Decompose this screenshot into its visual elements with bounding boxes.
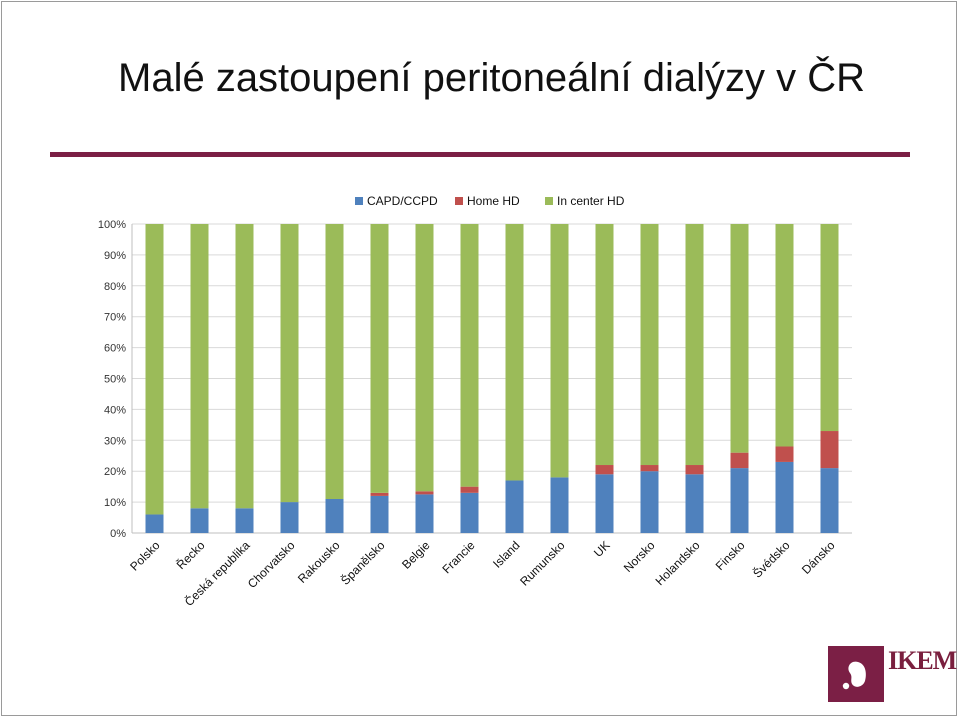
bar-capd-ccpd xyxy=(685,474,704,533)
y-tick-label: 30% xyxy=(104,435,126,447)
x-tick-label: Rumunsko xyxy=(517,538,568,589)
bar-home-hd xyxy=(775,446,794,462)
bar-capd-ccpd xyxy=(415,494,434,533)
x-tick-label: Španělsko xyxy=(337,537,387,587)
logo-text-line1: IKEM xyxy=(888,646,957,675)
bar-in-center-hd xyxy=(505,224,524,481)
y-tick-label: 90% xyxy=(104,250,126,262)
bar-capd-ccpd xyxy=(325,499,344,533)
bar-in-center-hd xyxy=(235,224,254,509)
y-tick-label: 60% xyxy=(104,343,126,355)
y-tick-label: 20% xyxy=(104,466,126,478)
y-tick-label: 70% xyxy=(104,312,126,324)
bar-in-center-hd xyxy=(325,224,344,500)
y-tick-label: 10% xyxy=(104,497,126,509)
y-tick-label: 50% xyxy=(104,374,126,386)
bar-in-center-hd xyxy=(190,224,209,509)
x-tick-label: Švédsko xyxy=(749,537,792,580)
bar-in-center-hd xyxy=(460,224,479,487)
bar-capd-ccpd xyxy=(640,471,659,533)
bar-capd-ccpd xyxy=(820,468,839,533)
legend-label: CAPD/CCPD xyxy=(367,194,438,208)
y-tick-label: 100% xyxy=(98,219,126,231)
bar-capd-ccpd xyxy=(595,474,614,533)
x-tick-label: UK xyxy=(591,538,613,560)
x-tick-label: Holandsko xyxy=(653,538,703,588)
ikem-logo: IKEM xyxy=(828,646,957,702)
title-divider xyxy=(50,152,910,157)
bar-in-center-hd xyxy=(775,224,794,447)
bar-capd-ccpd xyxy=(370,495,389,533)
y-tick-label: 40% xyxy=(104,404,126,416)
bar-home-hd xyxy=(685,465,704,475)
bar-in-center-hd xyxy=(595,224,614,466)
bar-in-center-hd xyxy=(685,224,704,466)
bar-in-center-hd xyxy=(280,224,299,503)
bar-in-center-hd xyxy=(370,224,389,493)
x-tick-label: Norsko xyxy=(621,538,658,575)
bar-home-hd xyxy=(730,452,749,469)
bar-in-center-hd xyxy=(415,224,434,492)
bar-capd-ccpd xyxy=(775,461,794,533)
bar-capd-ccpd xyxy=(550,477,569,533)
stacked-bar-chart: 0% 10% 20% 30% 40% 50% 60% 70% 80% 90% 100% Polsko Ř… xyxy=(98,194,852,609)
x-tick-label: Polsko xyxy=(127,538,163,574)
logo-text: IKEM xyxy=(888,646,957,675)
legend-label: In center HD xyxy=(557,194,625,208)
legend-swatch xyxy=(545,197,553,205)
kidney-logo-icon xyxy=(828,646,884,702)
y-tick-label: 80% xyxy=(104,281,126,293)
x-tick-label: Island xyxy=(490,538,523,571)
slide-title: Malé zastoupení peritoneální dialýzy v Č… xyxy=(118,56,866,100)
legend-swatch xyxy=(355,197,363,205)
bar-home-hd xyxy=(820,431,839,469)
bar-capd-ccpd xyxy=(460,492,479,533)
bar-home-hd xyxy=(595,465,614,475)
x-tick-label: Belgie xyxy=(399,538,433,572)
y-tick-label: 0% xyxy=(110,528,126,540)
bar-in-center-hd xyxy=(640,224,659,466)
bar-home-hd xyxy=(640,465,659,472)
x-tick-label: Francie xyxy=(439,538,477,576)
x-tick-label: Chorvatsko xyxy=(245,538,298,591)
x-tick-label: Řecko xyxy=(173,537,208,572)
bar-home-hd xyxy=(460,486,479,493)
legend-label: Home HD xyxy=(467,194,520,208)
bar-in-center-hd xyxy=(550,224,569,478)
x-tick-label: Finsko xyxy=(713,538,748,573)
bar-capd-ccpd xyxy=(145,514,164,533)
bar-capd-ccpd xyxy=(190,508,209,533)
bar-capd-ccpd xyxy=(730,468,749,533)
bar-in-center-hd xyxy=(730,224,749,453)
bar-in-center-hd xyxy=(820,224,839,432)
bar-capd-ccpd xyxy=(235,508,254,533)
bar-home-hd xyxy=(370,492,389,496)
bar-home-hd xyxy=(415,491,434,495)
legend-swatch xyxy=(455,197,463,205)
x-tick-label: Dánsko xyxy=(799,538,838,577)
bar-capd-ccpd xyxy=(280,502,299,533)
bar-capd-ccpd xyxy=(505,480,524,533)
bar-in-center-hd xyxy=(145,224,164,515)
x-tick-label: Rakousko xyxy=(295,538,343,586)
